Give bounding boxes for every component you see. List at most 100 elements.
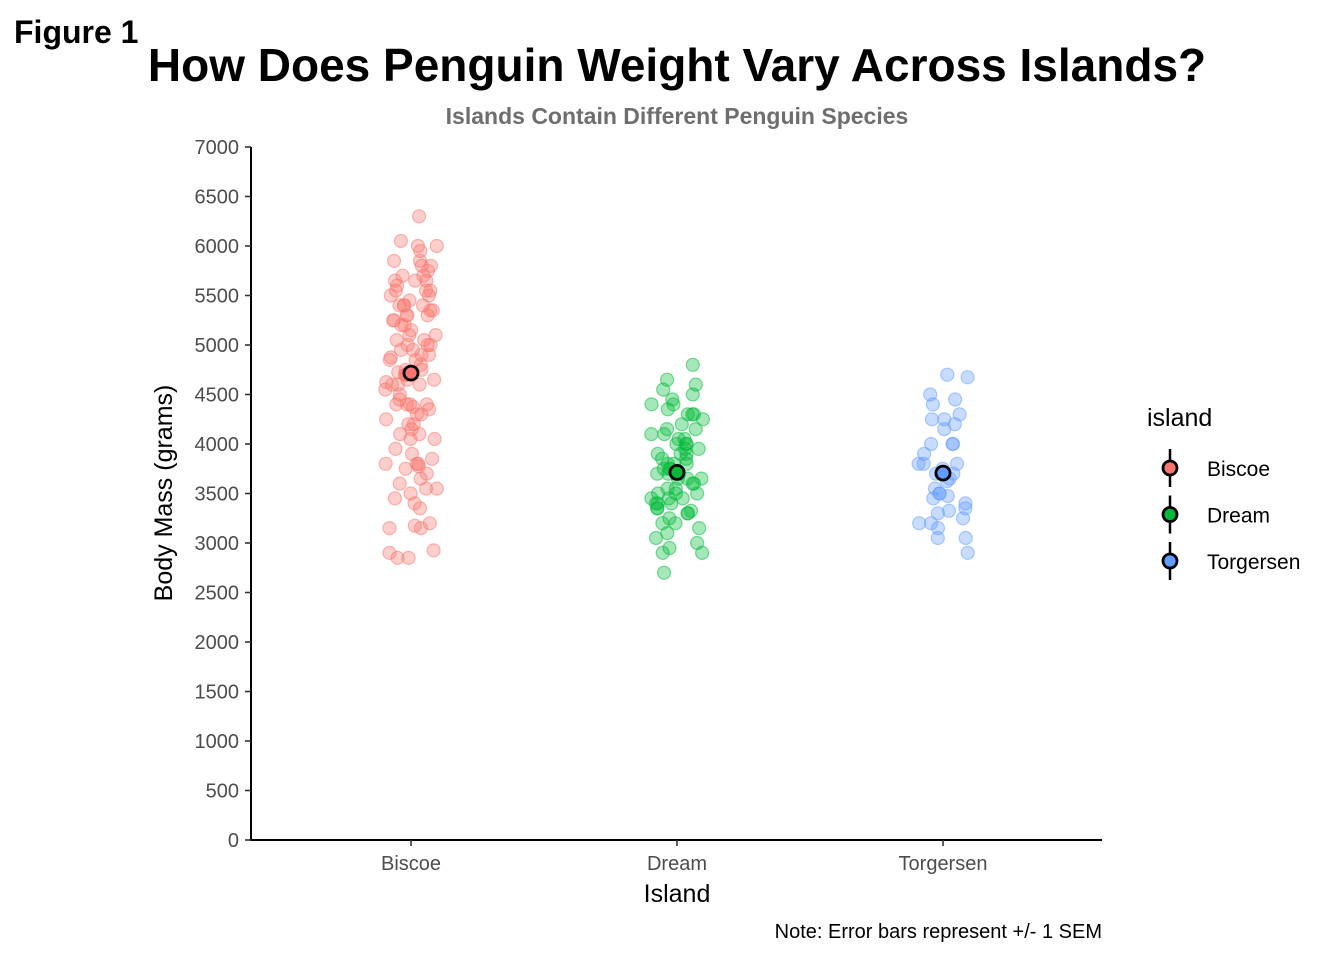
mean-point-dream — [668, 463, 686, 481]
chart-caption: Note: Error bars represent +/- 1 SEM — [774, 921, 1102, 943]
data-point-dream-13 — [674, 417, 689, 432]
data-point-dream-6 — [666, 397, 681, 412]
y-tick-label-1500: 1500 — [195, 682, 240, 704]
data-point-dream-45 — [668, 481, 683, 496]
data-point-torgersen-31 — [930, 506, 946, 521]
data-point-dream-56 — [650, 501, 665, 516]
data-point-biscoe-73 — [414, 407, 429, 422]
data-point-dream-63 — [691, 520, 707, 536]
data-point-biscoe-4 — [413, 243, 428, 259]
legend-key-point-torgersen — [1161, 552, 1179, 570]
y-tick-label-2000: 2000 — [195, 632, 240, 654]
data-point-dream-37 — [650, 466, 665, 481]
data-point-biscoe-86 — [378, 456, 393, 471]
data-point-dream-69 — [655, 545, 670, 561]
data-point-torgersen-27 — [926, 491, 941, 506]
data-point-biscoe-106 — [401, 550, 416, 566]
data-point-biscoe-101 — [413, 520, 429, 536]
data-point-biscoe-98 — [412, 501, 428, 516]
data-point-biscoe-89 — [398, 461, 413, 476]
data-point-dream-3 — [656, 382, 671, 397]
data-point-biscoe-49 — [382, 352, 397, 367]
data-point-torgersen-30 — [941, 503, 957, 518]
legend-key-point-biscoe — [1161, 459, 1179, 477]
data-point-torgersen-11 — [945, 436, 960, 452]
legend-label-dream: Dream — [1207, 505, 1270, 528]
data-point-biscoe-63 — [378, 382, 393, 397]
data-point-torgersen-16 — [916, 456, 931, 471]
data-point-biscoe-96 — [387, 491, 402, 506]
data-point-torgersen-32 — [955, 511, 971, 526]
data-point-torgersen-4 — [925, 397, 941, 412]
y-tick-label-5000: 5000 — [195, 335, 240, 357]
data-point-biscoe-3 — [429, 238, 444, 254]
data-point-dream-62 — [668, 516, 683, 531]
x-tick-label-dream: Dream — [647, 853, 707, 875]
data-point-dream-29 — [679, 451, 694, 466]
y-tick-label-1000: 1000 — [195, 731, 240, 753]
data-point-torgersen-6 — [924, 412, 940, 427]
data-point-biscoe-1 — [393, 233, 408, 249]
data-point-dream-14 — [688, 422, 703, 437]
data-point-dream-52 — [664, 496, 679, 511]
data-point-biscoe-45 — [421, 347, 437, 362]
data-point-torgersen-34 — [912, 516, 927, 531]
data-point-torgersen-36 — [930, 530, 945, 546]
data-point-biscoe-103 — [426, 543, 441, 558]
data-point-dream-65 — [648, 530, 664, 546]
data-point-torgersen-28 — [958, 496, 973, 511]
data-point-dream-7 — [644, 397, 659, 412]
data-point-dream-48 — [689, 486, 705, 501]
data-point-biscoe-24 — [392, 298, 407, 313]
data-point-biscoe-97 — [407, 496, 422, 511]
data-point-biscoe-62 — [412, 377, 427, 392]
y-tick-label-4500: 4500 — [195, 385, 240, 407]
data-points-layer — [378, 209, 975, 580]
data-point-dream-8 — [660, 402, 675, 417]
y-tick-label-6000: 6000 — [195, 236, 240, 258]
y-axis-title: Body Mass (grams) — [150, 385, 178, 602]
legend-label-biscoe: Biscoe — [1207, 458, 1270, 481]
data-point-dream-68 — [694, 545, 710, 561]
axes-layer: 0 500 1000 1500 2000 2500 3000 3500 4000 4500 5000… — [195, 137, 1102, 875]
data-point-biscoe-20 — [383, 288, 398, 303]
data-point-biscoe-92 — [392, 476, 407, 491]
y-tick-label-3500: 3500 — [195, 484, 240, 506]
data-point-biscoe-94 — [429, 481, 444, 496]
data-point-biscoe-57 — [427, 372, 442, 387]
data-point-torgersen-9 — [937, 422, 952, 437]
y-tick-label-3000: 3000 — [195, 533, 240, 555]
data-point-biscoe-74 — [379, 412, 394, 427]
data-point-biscoe-102 — [382, 520, 397, 536]
data-point-biscoe-81 — [427, 431, 442, 447]
data-point-dream-4 — [685, 387, 700, 402]
data-point-biscoe-71 — [422, 402, 437, 417]
mean-point-torgersen — [934, 464, 952, 482]
data-point-biscoe-80 — [403, 431, 418, 447]
data-point-biscoe-93 — [419, 481, 434, 496]
data-point-biscoe-84 — [425, 451, 440, 466]
data-point-torgersen-26 — [940, 488, 955, 504]
y-tick-label-0: 0 — [228, 830, 239, 852]
data-point-dream-17 — [657, 427, 672, 442]
x-axis-title: Island — [644, 880, 711, 908]
data-point-biscoe-82 — [388, 441, 403, 456]
data-point-torgersen-33 — [923, 516, 939, 531]
data-point-biscoe-30 — [420, 308, 435, 323]
data-point-biscoe-99 — [422, 516, 437, 531]
data-point-dream-12 — [695, 412, 711, 427]
chart-title: How Does Penguin Weight Vary Across Isla… — [147, 39, 1207, 91]
data-point-biscoe-104 — [382, 545, 397, 561]
x-tick-label-torgersen: Torgersen — [899, 853, 988, 875]
data-point-biscoe-14 — [408, 273, 423, 288]
data-point-dream-59 — [680, 506, 695, 521]
data-point-biscoe-6 — [386, 253, 402, 268]
data-point-dream-0 — [685, 357, 700, 372]
data-point-torgersen-38 — [960, 545, 975, 561]
legend-key-point-dream — [1161, 506, 1179, 523]
y-tick-label-6500: 6500 — [195, 187, 240, 209]
data-point-dream-39 — [694, 471, 709, 486]
chart-subtitle: Islands Contain Different Penguin Specie… — [445, 103, 909, 129]
data-point-torgersen-12 — [923, 436, 939, 452]
